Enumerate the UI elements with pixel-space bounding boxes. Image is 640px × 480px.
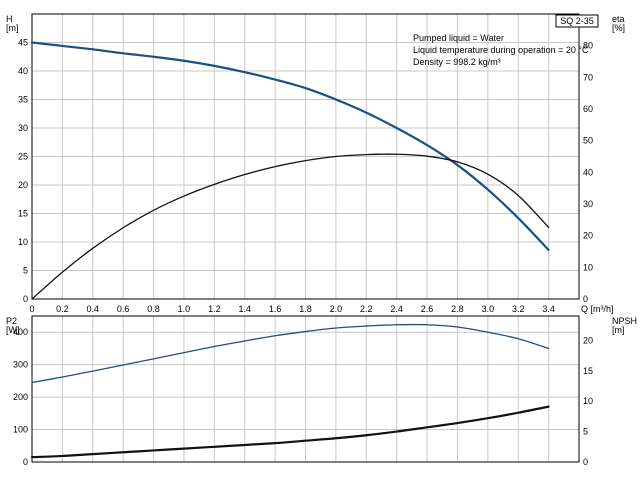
left-tick-label: 0 — [23, 457, 28, 467]
left-axis-label: P2 — [6, 316, 17, 326]
x-tick-label: 3.2 — [512, 304, 525, 314]
x-tick-label: 2.2 — [360, 304, 373, 314]
right-tick-label: 10 — [583, 262, 593, 272]
left-tick-label: 40 — [18, 66, 28, 76]
x-tick-label: 1.6 — [269, 304, 282, 314]
right-tick-label: 30 — [583, 199, 593, 209]
right-tick-label: 5 — [583, 427, 588, 437]
right-tick-label: 20 — [583, 231, 593, 241]
right-tick-label: 10 — [583, 396, 593, 406]
left-tick-label: 35 — [18, 95, 28, 105]
left-tick-label: 300 — [13, 360, 28, 370]
left-tick-label: 400 — [13, 327, 28, 337]
x-tick-label: 2.8 — [451, 304, 464, 314]
x-tick-label: 0.8 — [147, 304, 160, 314]
right-tick-label: 60 — [583, 104, 593, 114]
pump-badge-frame — [555, 14, 599, 28]
right-axis-label: eta — [612, 14, 625, 24]
x-tick-label: 0 — [29, 304, 34, 314]
right-tick-label: 15 — [583, 366, 593, 376]
right-tick-label: 40 — [583, 167, 593, 177]
info-line: Pumped liquid = Water — [413, 33, 504, 43]
x-tick-label: 1.4 — [238, 304, 251, 314]
left-tick-label: 10 — [18, 237, 28, 247]
plot-frame — [31, 315, 580, 463]
x-tick-label: 2.4 — [390, 304, 403, 314]
info-line: Liquid temperature during operation = 20… — [413, 45, 589, 55]
left-tick-label: 200 — [13, 392, 28, 402]
x-tick-label: 0.6 — [117, 304, 130, 314]
series-line — [31, 323, 550, 384]
x-axis-label: Q [m³/h] — [581, 304, 614, 314]
x-tick-label: 1.0 — [178, 304, 191, 314]
left-tick-label: 100 — [13, 425, 28, 435]
right-tick-label: 0 — [583, 457, 588, 467]
head-efficiency-curve: 0 5 10 15 20 25 30 35 40 45 0 10 20 30 40 50 60 70 80 H[m] e… — [6, 13, 625, 314]
right-tick-label: 80 — [583, 41, 593, 51]
right-axis-label: [m] — [612, 325, 625, 335]
left-axis-label: [W] — [6, 325, 20, 335]
right-tick-label: 20 — [583, 335, 593, 345]
x-tick-label: 2.0 — [330, 304, 343, 314]
left-tick-label: 20 — [18, 180, 28, 190]
x-tick-label: 0.4 — [87, 304, 100, 314]
pump-model-badge: SQ 2-35 — [560, 16, 594, 26]
info-line: Density = 998.2 kg/m³ — [413, 57, 501, 67]
right-axis-label: [%] — [612, 23, 625, 33]
x-tick-label: 0.2 — [56, 304, 69, 314]
series-line — [31, 153, 550, 300]
left-tick-label: 0 — [23, 294, 28, 304]
right-tick-label: 0 — [583, 294, 588, 304]
right-tick-label: 50 — [583, 136, 593, 146]
power-npsh-curve: 0 100 200 300 400 0 5 10 15 20 P2[W] NPSH[m] — [6, 315, 637, 467]
series-line — [30, 41, 550, 252]
left-tick-label: 25 — [18, 152, 28, 162]
right-axis-label: NPSH — [612, 316, 637, 326]
plot-frame — [31, 13, 580, 300]
right-tick-label: 70 — [583, 72, 593, 82]
left-axis-label: [m] — [6, 23, 19, 33]
left-tick-label: 5 — [23, 266, 28, 276]
x-tick-label: 1.2 — [208, 304, 221, 314]
left-axis-label: H — [6, 14, 13, 24]
left-tick-label: 30 — [18, 123, 28, 133]
x-tick-label: 3.0 — [482, 304, 495, 314]
left-tick-label: 45 — [18, 38, 28, 48]
x-tick-label: 2.6 — [421, 304, 434, 314]
x-tick-label: 3.4 — [542, 304, 555, 314]
series-line — [30, 405, 550, 459]
left-tick-label: 15 — [18, 209, 28, 219]
x-tick-label: 1.8 — [299, 304, 312, 314]
